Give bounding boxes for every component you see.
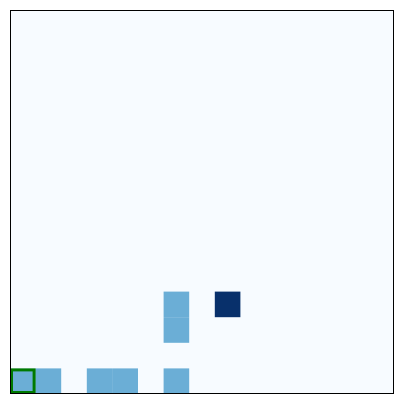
board-frame	[10, 10, 394, 394]
cells-layer	[10, 291, 241, 394]
agent-marker	[10, 368, 36, 394]
block-cell	[10, 368, 36, 394]
goal-cell	[214, 291, 241, 318]
agent-layer	[10, 368, 36, 394]
block-cell	[86, 368, 113, 394]
board-background	[10, 10, 394, 394]
block-cell	[35, 368, 62, 394]
block-cell	[112, 368, 138, 394]
block-cell	[163, 317, 190, 343]
block-cell	[163, 368, 190, 394]
block-cell	[163, 291, 190, 318]
